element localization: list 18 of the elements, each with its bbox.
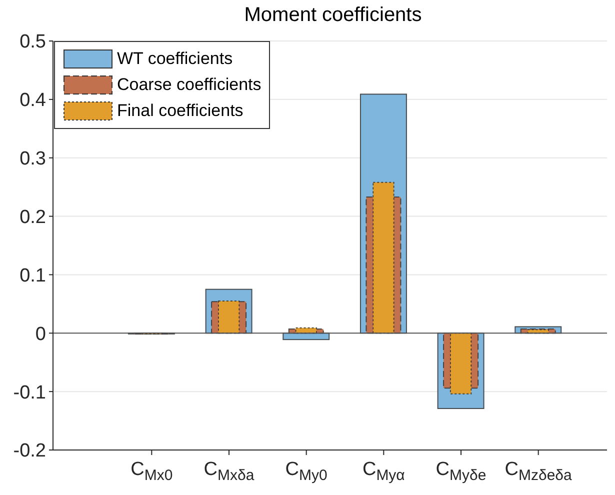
x-tick-label: C$_{Myδe}$ (436, 459, 486, 484)
x-tick-label: C$_{My0}$ (285, 459, 328, 484)
x-tick-label: C$_{Mzδeδa}$ (504, 459, 573, 484)
legend-label: WT coefficients (117, 49, 233, 69)
y-tick-label: -0.1 (13, 382, 46, 404)
y-tick-label: 0 (35, 324, 46, 345)
y-tick-label: 0.2 (20, 207, 46, 228)
legend-label: Final coefficients (117, 101, 244, 121)
y-tick-label: 0.5 (20, 32, 46, 53)
legend-label: Coarse coefficients (117, 75, 262, 95)
y-tick-label: 0.4 (20, 90, 46, 112)
y-tick-label: 0.1 (20, 265, 46, 286)
x-tick-label: C$_{Myα}$ (362, 459, 406, 484)
x-tick-label: C$_{Mx0}$ (130, 459, 173, 484)
y-tick-label: -0.2 (13, 440, 46, 462)
chart-title: Moment coefficients (243, 4, 423, 27)
y-tick-label: 0.3 (20, 148, 46, 170)
x-tick-label: C$_{Mxδa}$ (204, 459, 255, 484)
